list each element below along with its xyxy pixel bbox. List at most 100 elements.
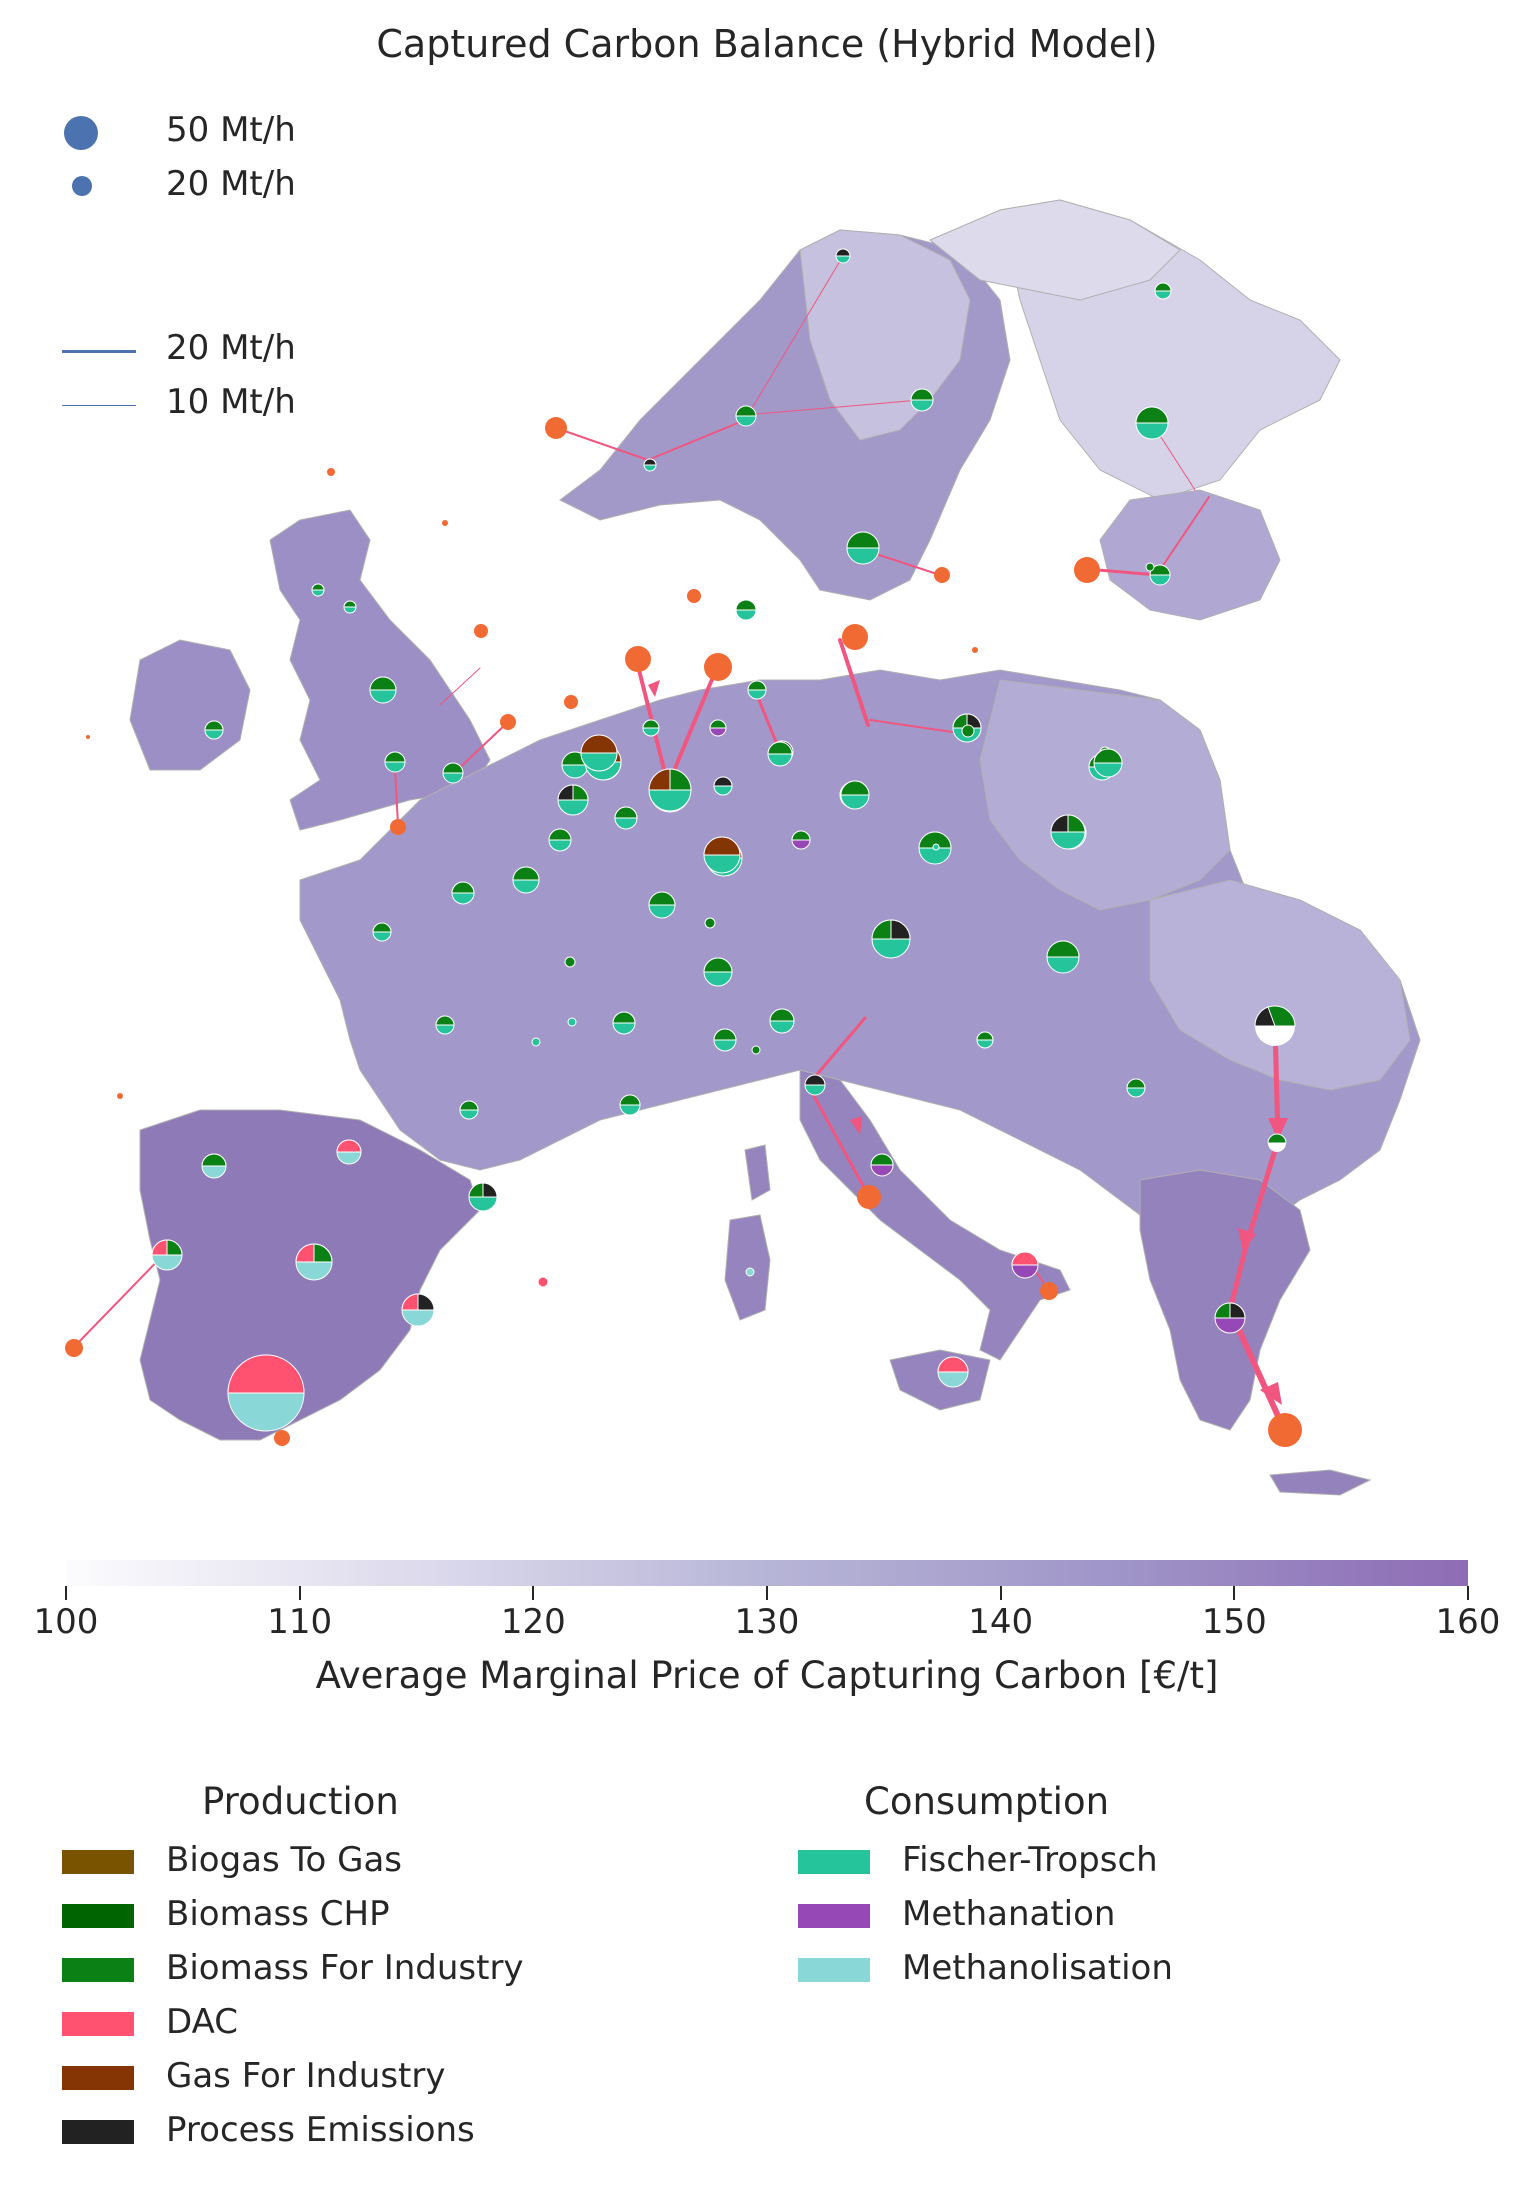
pie-node [1135, 406, 1169, 440]
flow-arrow [1238, 1228, 1256, 1252]
pie-node [468, 1182, 498, 1212]
line-legend-label: 20 Mt/h [166, 328, 296, 368]
pie-node [435, 1015, 455, 1035]
pie-node [537, 1276, 549, 1288]
pie-node [767, 741, 793, 767]
store-dot [545, 417, 567, 439]
flow-arrow [648, 680, 660, 697]
pie-node [201, 1153, 227, 1179]
pie-layer [151, 248, 1296, 1432]
flow-line [1242, 1137, 1281, 1253]
pie-node [548, 828, 572, 852]
land-east [979, 679, 1231, 911]
pie-node [567, 1017, 577, 1027]
size-legend-label: 50 Mt/h [166, 110, 296, 150]
pie-node [846, 531, 880, 565]
store-dot [842, 624, 868, 650]
production-label: Process Emissions [166, 2110, 475, 2150]
land-far-north [929, 199, 1181, 301]
pie-node [372, 922, 392, 942]
line-swatch-thin [62, 405, 136, 406]
pie-node [804, 1074, 826, 1096]
pie-node [910, 388, 934, 412]
store-dot [327, 468, 335, 476]
consumption-label: Fischer-Tropsch [902, 1840, 1158, 1880]
land-corsica [744, 1144, 771, 1201]
production-swatch [62, 1904, 134, 1928]
colorbar-tick [298, 1586, 301, 1600]
pie-node [1254, 1005, 1296, 1046]
pie-node [643, 458, 657, 472]
flow-line [73, 1247, 171, 1348]
store-dot [442, 520, 448, 526]
pie-node [751, 1045, 761, 1055]
pie-node [614, 806, 638, 830]
production-label: DAC [166, 2002, 238, 2042]
pie-node [703, 957, 733, 987]
production-label: Gas For Industry [166, 2056, 446, 2096]
flow-line [753, 688, 782, 754]
store-dot [704, 653, 732, 681]
land-italy [799, 1069, 1071, 1361]
store-dot [972, 647, 978, 653]
land-greece [1139, 1169, 1311, 1431]
chart-title: Captured Carbon Balance (Hybrid Model) [376, 22, 1158, 66]
pie-node [840, 780, 870, 810]
pie-node [1267, 1133, 1287, 1152]
line-legend-label: 10 Mt/h [166, 382, 296, 422]
flow-line [838, 638, 870, 727]
flow-arrow [1260, 1382, 1282, 1405]
production-label: Biomass For Industry [166, 1948, 524, 1988]
pie-node [336, 1139, 362, 1165]
colorbar-tick [532, 1586, 535, 1600]
production-swatch [62, 2120, 134, 2144]
store-dot [687, 589, 701, 603]
pie-node [557, 784, 589, 816]
store-dot [934, 567, 950, 583]
store-dot [474, 624, 488, 638]
flow-arrow [1268, 1118, 1288, 1140]
land-sardinia [724, 1214, 771, 1321]
pie-node [295, 1243, 333, 1281]
pie-node [401, 1293, 435, 1327]
land-uk [269, 509, 491, 831]
pie-node [1214, 1302, 1246, 1334]
pie-node [311, 583, 325, 597]
consumption-label: Methanation [902, 1894, 1116, 1934]
pie-node [442, 762, 464, 784]
pie-node [937, 1356, 969, 1388]
consumption-swatch [798, 1958, 870, 1982]
store-dot [1040, 1282, 1058, 1300]
production-title: Production [202, 1780, 399, 1823]
land-north-sweden [799, 229, 971, 441]
colorbar-tick-label: 150 [1201, 1602, 1267, 1642]
pie-node [745, 1267, 755, 1277]
store-dot [1074, 557, 1100, 583]
flow-line [1159, 496, 1210, 571]
pie-node [747, 680, 767, 700]
store-layer [65, 417, 1302, 1447]
pie-node [1011, 1251, 1039, 1279]
pie-node [1145, 562, 1155, 572]
store-dot [117, 1093, 123, 1099]
flow-line [394, 767, 399, 826]
colorbar-tick [65, 1586, 67, 1600]
pie-node [204, 720, 224, 740]
flow-arrows [648, 680, 1288, 1405]
land-baltics [1099, 489, 1281, 621]
flow-line [744, 255, 844, 421]
pie-node [735, 599, 757, 621]
colorbar-tick-label: 130 [734, 1602, 800, 1642]
colorbar-tick-label: 120 [500, 1602, 566, 1642]
pie-node [1093, 748, 1123, 778]
flow-line [666, 663, 720, 787]
store-dot [1268, 1413, 1302, 1447]
pie-node [648, 891, 676, 919]
land-layer [129, 199, 1421, 1496]
land-romania [1149, 879, 1411, 1091]
store-dot [564, 695, 578, 709]
pie-node [870, 1153, 894, 1177]
pie-node [1149, 564, 1171, 586]
flow-arrow [850, 1116, 862, 1135]
pie-node [642, 719, 660, 737]
